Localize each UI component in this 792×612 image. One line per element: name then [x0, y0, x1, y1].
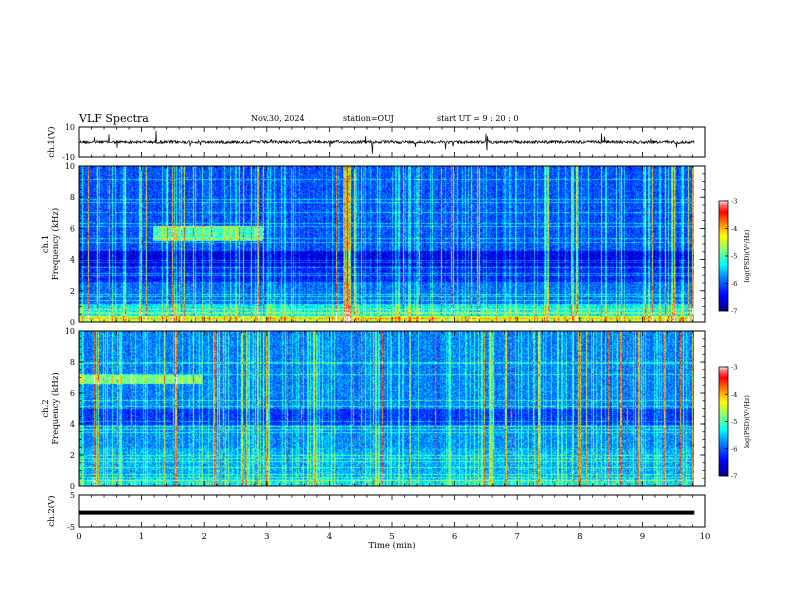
- x-tick-label: 7: [514, 532, 519, 542]
- x-tick-label: 4: [327, 532, 332, 542]
- x-tick-label: 8: [577, 532, 582, 542]
- colorbar-tick-label: -7: [731, 308, 737, 316]
- station-label: station=OUJ: [343, 114, 394, 123]
- y-tick-label: 10: [65, 327, 75, 336]
- colorbar-label: log(PSD)(V²/Hz): [743, 395, 751, 448]
- ch1-waveform-line: [78, 130, 695, 154]
- colorbar-tick-label: -7: [731, 473, 737, 481]
- colorbar-tick-label: -3: [731, 198, 737, 206]
- colorbar-label-text: log(PSD)(V²/Hz): [743, 395, 751, 448]
- colorbar-tick-label: -5: [731, 253, 737, 261]
- start-time-label: start UT = 9 : 20 : 0: [437, 114, 519, 123]
- y-tick-label: 10: [65, 123, 75, 132]
- colorbar-tick-label: -6: [731, 280, 737, 288]
- x-tick-label: 3: [264, 532, 269, 542]
- x-tick-label: 0: [76, 532, 81, 542]
- y-axis-label-line: Frequency (kHz): [50, 208, 61, 280]
- y-tick-label: -10: [62, 153, 75, 162]
- y-tick-label: 8: [70, 193, 75, 202]
- x-tick-label: 6: [452, 532, 457, 542]
- y-tick-label: 6: [70, 389, 75, 398]
- y-tick-label: 2: [70, 451, 75, 460]
- y-tick-label: -5: [67, 523, 75, 532]
- y-axis-label: ch.2(V): [46, 495, 57, 526]
- x-tick-label: 2: [201, 532, 206, 542]
- x-tick-label: 9: [640, 532, 645, 542]
- y-tick-label: 4: [70, 420, 75, 429]
- date-label: Nov.30, 2024: [251, 114, 305, 123]
- colorbar-label: log(PSD)(V²/Hz): [743, 229, 751, 282]
- chart-title: VLF Spectra: [79, 112, 149, 125]
- colorbar-tick-label: -6: [731, 445, 737, 453]
- y-tick-label: 8: [70, 358, 75, 367]
- y-axis-label-line: ch.1(V): [46, 126, 57, 157]
- y-tick-label: 0: [70, 482, 75, 491]
- x-tick-label: 5: [389, 532, 394, 542]
- y-axis-label-line: Frequency (kHz): [50, 372, 61, 444]
- y-tick-label: 2: [70, 287, 75, 296]
- y-axis-label-line: ch.1: [41, 235, 51, 253]
- y-axis-label: ch.1(V): [46, 126, 57, 157]
- y-axis-label: ch.2 Frequency (kHz): [41, 372, 61, 444]
- ch2-spectrogram-image: [79, 331, 694, 486]
- colorbar-tick-label: -5: [731, 418, 737, 426]
- x-axis-label: Time (min): [368, 540, 415, 551]
- y-axis-label-line: ch.2: [41, 399, 51, 417]
- colorbar-tick-label: -4: [731, 225, 737, 233]
- y-tick-label: 0: [70, 318, 75, 327]
- y-tick-label: 4: [70, 256, 75, 265]
- y-tick-label: 6: [70, 224, 75, 233]
- x-tick-label: 1: [139, 532, 144, 542]
- x-tick-label: 10: [700, 532, 711, 542]
- y-axis-label-line: ch.2(V): [46, 495, 57, 526]
- colorbar-label-text: log(PSD)(V²/Hz): [743, 229, 751, 282]
- y-tick-label: 5: [70, 491, 75, 500]
- y-tick-label: 10: [65, 162, 75, 171]
- colorbar-tick-label: -4: [731, 391, 737, 399]
- y-axis-label: ch.1 Frequency (kHz): [41, 208, 61, 280]
- ch1-spectrogram-image: [79, 166, 694, 322]
- colorbar-tick-label: -3: [731, 364, 737, 372]
